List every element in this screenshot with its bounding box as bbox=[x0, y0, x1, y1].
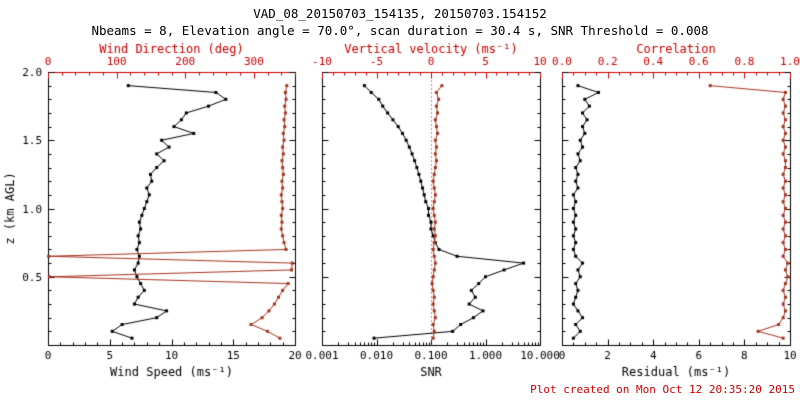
page-title: VAD_08_20150703_154135, 20150703.154152 bbox=[253, 6, 547, 21]
page-subtitle: Nbeams = 8, Elevation angle = 70.0°, sca… bbox=[91, 23, 709, 38]
plot-created-timestamp: Plot created on Mon Oct 12 20:35:20 2015 bbox=[530, 383, 795, 396]
